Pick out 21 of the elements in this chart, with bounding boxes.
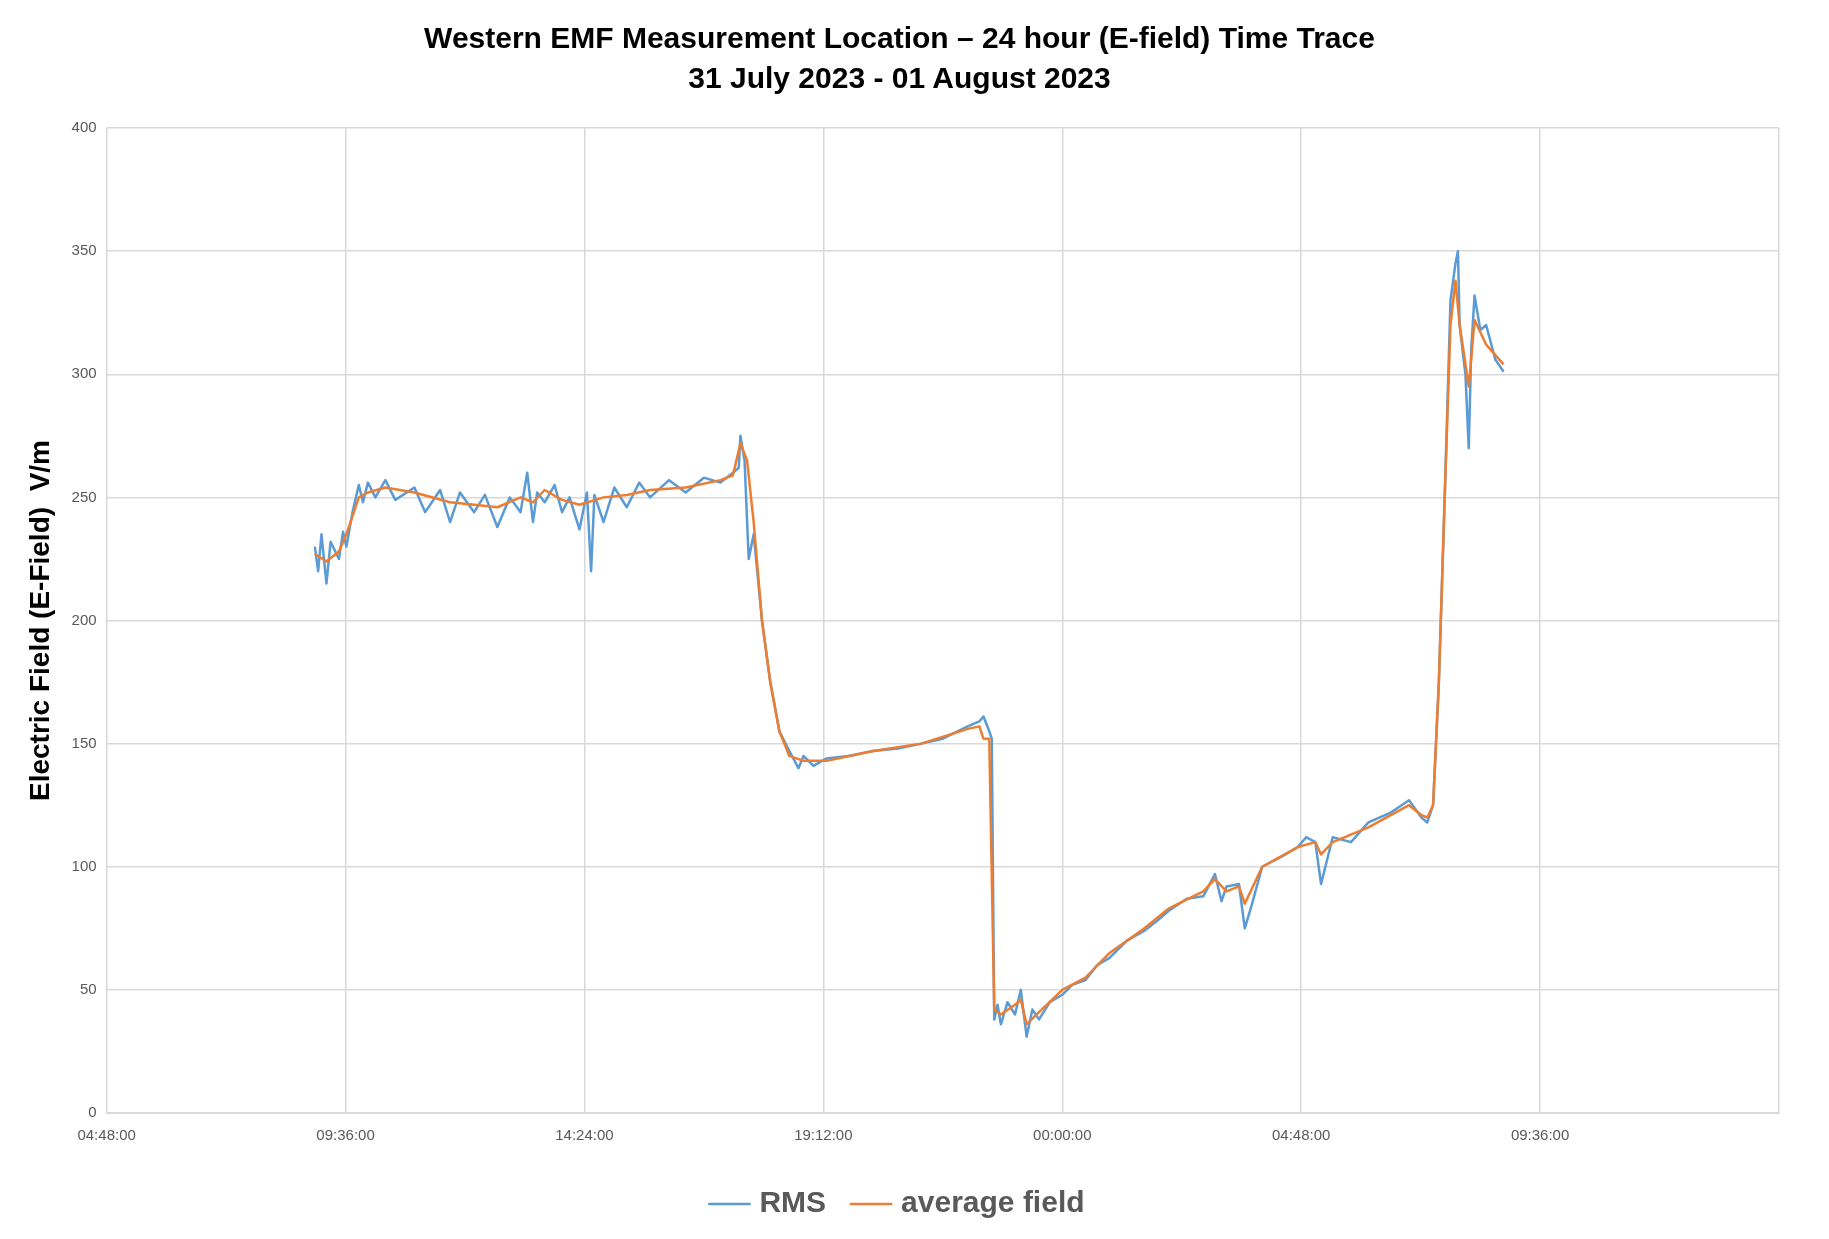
chart-title: Western EMF Measurement Location – 24 hour (E-field) Time Trace	[424, 21, 1375, 55]
legend-label: RMS	[759, 1185, 827, 1219]
y-tick-label: 200	[71, 610, 97, 628]
chart-subtitle: 31 July 2023 - 01 August 2023	[688, 61, 1111, 95]
y-tick-label: 0	[88, 1103, 97, 1121]
y-tick-label: 150	[71, 733, 97, 751]
y-tick-label: 350	[71, 241, 97, 259]
x-tick-label: 04:48:00	[1271, 1126, 1331, 1144]
y-tick-label: 300	[71, 364, 97, 382]
y-tick-label: 100	[71, 856, 97, 874]
x-tick-label: 00:00:00	[1033, 1126, 1092, 1144]
x-tick-label: 14:24:00	[555, 1126, 614, 1144]
x-tick-label: 04:48:00	[77, 1126, 136, 1144]
x-tick-label: 19:12:00	[794, 1126, 853, 1144]
y-axis-title: Electric Field (E-Field) V/m	[23, 440, 55, 801]
x-tick-label: 09:36:00	[1510, 1126, 1570, 1144]
y-tick-label: 50	[79, 980, 97, 998]
y-tick-label: 250	[71, 487, 97, 505]
y-tick-label: 400	[71, 118, 97, 136]
legend-label: average field	[901, 1185, 1085, 1219]
x-tick-label: 09:36:00	[316, 1126, 375, 1144]
